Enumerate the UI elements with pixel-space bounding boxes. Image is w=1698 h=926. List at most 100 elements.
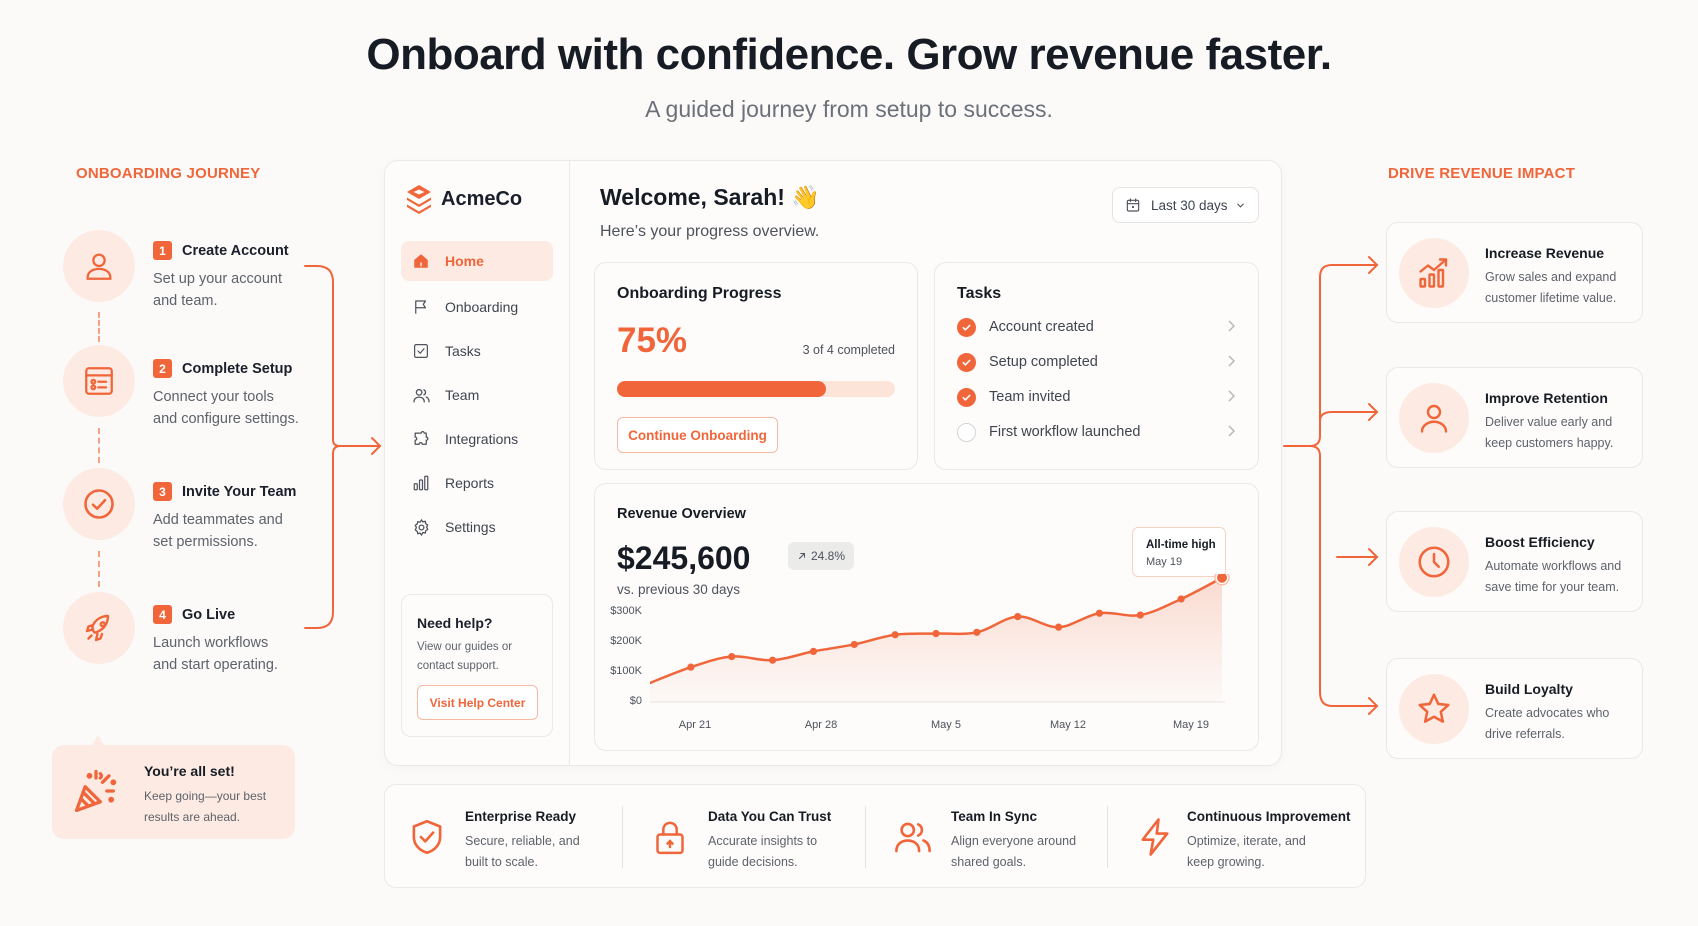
brand-name: AcmeCo	[441, 188, 523, 210]
sidebar-item-reports[interactable]: Reports	[401, 463, 553, 503]
settings-form-icon	[85, 367, 113, 395]
help-card: Need help? View our guides or contact su…	[401, 594, 553, 737]
task-label: First workflow launched	[989, 424, 1141, 440]
impact-title: Build Loyalty	[1485, 681, 1573, 697]
lock-icon	[656, 821, 684, 855]
task-label: Team invited	[989, 389, 1071, 405]
help-title: Need help?	[417, 615, 493, 631]
sidebar: AcmeCo Home Onboarding Tasks Team Integr…	[385, 161, 570, 765]
revenue-comparison: vs. previous 30 days	[617, 582, 741, 597]
sidebar-item-onboarding[interactable]: Onboarding	[401, 287, 553, 327]
desc-line: built to scale.	[465, 855, 538, 869]
step-title-text: Complete Setup	[182, 360, 293, 377]
feature-continuous-improvement: Continuous Improvement Optimize, iterate…	[1113, 785, 1363, 887]
chevron-right-icon	[1227, 354, 1237, 370]
impact-card-boost-efficiency: Boost Efficiency Automate workflows and …	[1386, 511, 1643, 612]
nav-label: Integrations	[445, 431, 519, 447]
task-item[interactable]: First workflow launched	[957, 419, 1237, 445]
x-tick: May 5	[931, 719, 961, 731]
x-tick: Apr 28	[804, 719, 838, 731]
nav-label: Tasks	[445, 343, 481, 359]
flag-icon	[411, 297, 431, 317]
desc-line: guide decisions.	[708, 855, 798, 869]
impact-desc: Deliver value early and keep customers h…	[1485, 412, 1635, 454]
users-icon	[411, 385, 431, 405]
date-range-label: Last 30 days	[1151, 197, 1228, 213]
desc-line: Optimize, iterate, and	[1187, 834, 1306, 848]
feature-desc: Accurate insights to guide decisions.	[708, 831, 858, 873]
task-item[interactable]: Account created	[957, 314, 1237, 340]
desc-line: Grow sales and expand	[1485, 270, 1617, 284]
desc-line: Deliver value early and	[1485, 415, 1613, 429]
impact-section-label: DRIVE REVENUE IMPACT	[1388, 165, 1576, 182]
task-item[interactable]: Team invited	[957, 384, 1237, 410]
journey-to-app-connector	[304, 265, 382, 629]
y-tick: $100K	[610, 665, 642, 677]
data-point	[1014, 612, 1022, 621]
sidebar-item-tasks[interactable]: Tasks	[401, 331, 553, 371]
desc-line: Align everyone around	[951, 834, 1077, 848]
continue-onboarding-button[interactable]: Continue Onboarding	[617, 417, 778, 453]
card-title: Onboarding Progress	[617, 285, 782, 302]
progress-count: 3 of 4 completed	[802, 343, 895, 357]
feature-enterprise-ready: Enterprise Ready Secure, reliable, and b…	[385, 785, 627, 887]
journey-connector-dash	[98, 428, 100, 463]
card-title: Tasks	[957, 285, 1002, 302]
step-1-desc: Set up your account and team.	[153, 268, 323, 312]
desc-line: Accurate insights to	[708, 834, 818, 848]
data-point	[1095, 609, 1104, 617]
shield-check-icon	[412, 819, 442, 855]
impact-card-build-loyalty: Build Loyalty Create advocates who drive…	[1386, 658, 1643, 759]
visit-help-center-button[interactable]: Visit Help Center	[417, 685, 538, 720]
sidebar-item-team[interactable]: Team	[401, 375, 553, 415]
feature-title: Continuous Improvement	[1187, 809, 1351, 824]
revenue-overview-card: Revenue Overview $245,600 24.8% vs. prev…	[594, 483, 1259, 751]
impact-desc: Automate workflows and save time for you…	[1485, 556, 1635, 598]
sidebar-item-settings[interactable]: Settings	[401, 507, 553, 547]
nav-label: Settings	[445, 519, 496, 535]
step-1-title: 1 Create Account	[153, 241, 289, 260]
sidebar-item-integrations[interactable]: Integrations	[401, 419, 553, 459]
desc-line: keep customers happy.	[1485, 436, 1614, 450]
desc-line: keep growing.	[1187, 855, 1265, 869]
data-point	[1136, 611, 1144, 619]
desc-line: View our guides or	[417, 641, 513, 653]
desc-line: Create advocates who	[1485, 706, 1610, 720]
desc-line: shared goals.	[951, 855, 1027, 869]
feature-title: Data You Can Trust	[708, 809, 832, 824]
step-3-title: 3 Invite Your Team	[153, 482, 296, 501]
user-icon	[1420, 404, 1448, 433]
chevron-right-icon	[1227, 319, 1237, 335]
nav-label: Onboarding	[445, 299, 519, 315]
impact-title: Boost Efficiency	[1485, 534, 1595, 550]
revenue-amount: $245,600	[617, 540, 751, 576]
welcome-subtitle: Here’s your progress overview.	[600, 223, 820, 240]
desc-line: save time for your team.	[1485, 580, 1620, 594]
user-icon	[86, 253, 112, 280]
sidebar-item-home[interactable]: Home	[401, 241, 553, 281]
party-popper-icon	[74, 769, 117, 813]
date-range-dropdown[interactable]: Last 30 days	[1112, 187, 1259, 223]
card-title: Revenue Overview	[617, 506, 746, 522]
help-desc: View our guides or contact support.	[417, 638, 542, 676]
task-item[interactable]: Setup completed	[957, 349, 1237, 375]
peak-data-point	[1217, 574, 1227, 583]
data-point	[850, 640, 858, 649]
change-value: 24.8%	[810, 549, 846, 563]
feature-divider	[1107, 806, 1108, 868]
data-point	[687, 663, 695, 671]
checkbox-icon	[411, 341, 431, 361]
onboarding-progress-card: Onboarding Progress 75% 3 of 4 completed…	[594, 262, 918, 470]
desc-line: Secure, reliable, and	[465, 834, 580, 848]
home-icon	[411, 251, 431, 271]
desc-line: customer lifetime value.	[1485, 291, 1617, 305]
data-point	[973, 628, 981, 636]
growth-chart-icon	[1419, 258, 1448, 288]
task-label: Account created	[989, 319, 1094, 335]
hero-subtitle: A guided journey from setup to success.	[645, 96, 1053, 122]
step-title-text: Invite Your Team	[182, 483, 297, 500]
step-number-badge: 3	[153, 482, 172, 501]
journey-section-label: ONBOARDING JOURNEY	[76, 165, 261, 182]
impact-icon-circle	[1399, 674, 1469, 744]
data-point	[768, 656, 777, 664]
